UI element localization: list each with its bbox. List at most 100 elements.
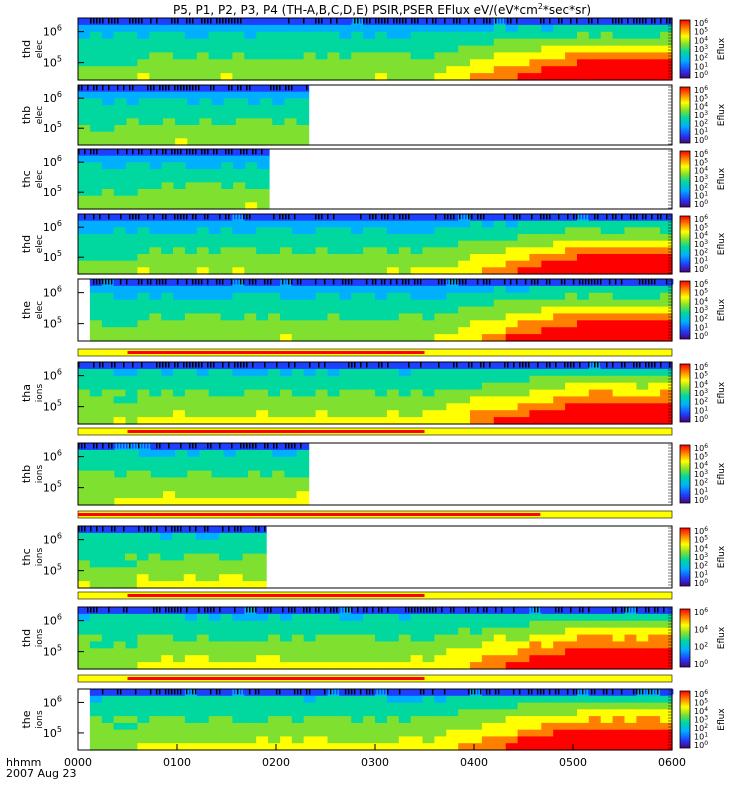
spectrogram-cell bbox=[187, 118, 200, 126]
colorbar-tick-label: 101 bbox=[694, 569, 708, 579]
spectrogram-cell bbox=[256, 389, 269, 398]
y-tick-label: 106 bbox=[43, 449, 62, 464]
spectrogram-cell bbox=[101, 155, 115, 163]
spectrogram-cell bbox=[89, 292, 103, 301]
speckle-mark bbox=[608, 279, 611, 285]
speckle-mark bbox=[219, 443, 221, 449]
spectrogram-cell bbox=[446, 695, 459, 704]
spectrogram-cell bbox=[481, 38, 495, 47]
spectrogram-cell bbox=[175, 105, 188, 113]
spectrogram-cell bbox=[636, 292, 649, 301]
spectrogram-cell bbox=[398, 334, 412, 342]
spectrogram-cell bbox=[327, 382, 340, 391]
spectrogram-cell bbox=[149, 320, 162, 328]
speckle-mark bbox=[167, 689, 170, 695]
spectrogram-cell bbox=[517, 620, 531, 629]
speckle-mark bbox=[633, 362, 635, 368]
speckle-mark bbox=[162, 85, 164, 91]
spectrogram-cell bbox=[505, 234, 519, 242]
spectrogram-cell bbox=[481, 240, 495, 248]
spectrogram-cell bbox=[125, 627, 138, 636]
spectrogram-cell bbox=[78, 403, 91, 411]
spectrogram-cell bbox=[481, 403, 495, 411]
spectrogram-cell bbox=[303, 736, 317, 744]
spectrogram-cell bbox=[101, 247, 115, 255]
spectrogram-cell bbox=[588, 52, 602, 60]
speckle-mark bbox=[210, 607, 212, 613]
speckle-mark bbox=[315, 18, 317, 24]
spectrogram-cell bbox=[458, 66, 471, 74]
spectrogram-cell bbox=[101, 59, 115, 67]
speckle-mark bbox=[95, 279, 98, 285]
spectrogram-cell bbox=[470, 320, 483, 328]
spectrogram-cell bbox=[648, 306, 661, 315]
spectrogram-cell bbox=[434, 73, 447, 81]
spectrogram-cell bbox=[149, 306, 162, 315]
spectrogram-cell bbox=[315, 702, 329, 710]
spectrogram-cell bbox=[386, 620, 400, 629]
speckle-mark bbox=[192, 85, 194, 91]
colorbar-tick-label: 105 bbox=[694, 535, 708, 545]
spectrogram-cell bbox=[470, 641, 483, 649]
spectrogram-cell bbox=[339, 24, 352, 33]
spectrogram-cell bbox=[113, 641, 127, 649]
spectrogram-cell bbox=[244, 362, 257, 370]
speckle-mark bbox=[87, 18, 89, 24]
spectrogram-cell bbox=[284, 484, 298, 492]
spectrogram-cell bbox=[125, 182, 139, 190]
speckle-mark bbox=[306, 85, 308, 91]
spectrogram-cell bbox=[272, 484, 285, 492]
spectrogram-cell bbox=[175, 111, 188, 119]
spectrogram-cell bbox=[268, 220, 281, 228]
speckle-mark bbox=[132, 443, 134, 449]
speckle-mark bbox=[297, 362, 299, 368]
spectrogram-cell bbox=[636, 702, 649, 710]
spectrogram-cell bbox=[398, 389, 412, 398]
spectrogram-cell bbox=[422, 214, 435, 222]
spectrogram-cell bbox=[78, 189, 91, 197]
spectrogram-cell bbox=[612, 73, 626, 81]
spectrogram-cell bbox=[89, 285, 103, 294]
speckle-mark bbox=[516, 214, 518, 220]
spectrogram-cell bbox=[209, 149, 222, 157]
speckle-mark bbox=[107, 689, 110, 695]
speckle-mark bbox=[480, 214, 482, 220]
spectrogram-cell bbox=[553, 620, 566, 629]
colorbar-tick-label: 105 bbox=[694, 452, 708, 462]
speckle-mark bbox=[126, 149, 128, 155]
speckle-mark bbox=[456, 18, 458, 24]
spectrogram-cell bbox=[422, 655, 435, 663]
spectrogram-cell bbox=[184, 285, 198, 294]
spectrogram-cell bbox=[375, 327, 388, 335]
speckle-mark bbox=[129, 149, 131, 155]
y-tick-label: 106 bbox=[43, 285, 62, 300]
spectrogram-cell bbox=[89, 560, 103, 568]
spectrogram-cell bbox=[113, 560, 126, 568]
speckle-mark bbox=[405, 18, 407, 24]
spectrogram-cell bbox=[588, 410, 602, 418]
spectrogram-cell bbox=[149, 417, 162, 425]
spectrogram-cell bbox=[434, 620, 447, 629]
colorbar-tick-label: 106 bbox=[694, 214, 708, 224]
spectrogram-cell bbox=[565, 220, 578, 228]
spectrogram-cell bbox=[517, 279, 531, 287]
speckle-mark bbox=[294, 607, 296, 613]
spectrogram-cell bbox=[303, 31, 317, 40]
spectrogram-cell bbox=[280, 327, 293, 335]
spectrogram-cell bbox=[636, 66, 649, 74]
spectrogram-cell bbox=[660, 306, 673, 315]
speckle-mark bbox=[594, 214, 596, 220]
spectrogram-cell bbox=[588, 641, 602, 649]
speckle-mark bbox=[374, 279, 377, 285]
speckle-mark bbox=[549, 607, 551, 613]
spectrogram-cell bbox=[339, 220, 352, 228]
spectrogram-cell bbox=[208, 641, 222, 649]
figure-title: P5, P1, P2, P3, P4 (TH-A,B,C,D,E) PSIR,P… bbox=[173, 2, 591, 17]
speckle-mark bbox=[411, 214, 413, 220]
spectrogram-cell bbox=[78, 195, 91, 203]
spectrogram-cell bbox=[101, 327, 115, 335]
spectrogram-cell bbox=[351, 662, 364, 670]
spectrogram-cell bbox=[327, 45, 340, 54]
spectrogram-cell bbox=[196, 327, 210, 335]
